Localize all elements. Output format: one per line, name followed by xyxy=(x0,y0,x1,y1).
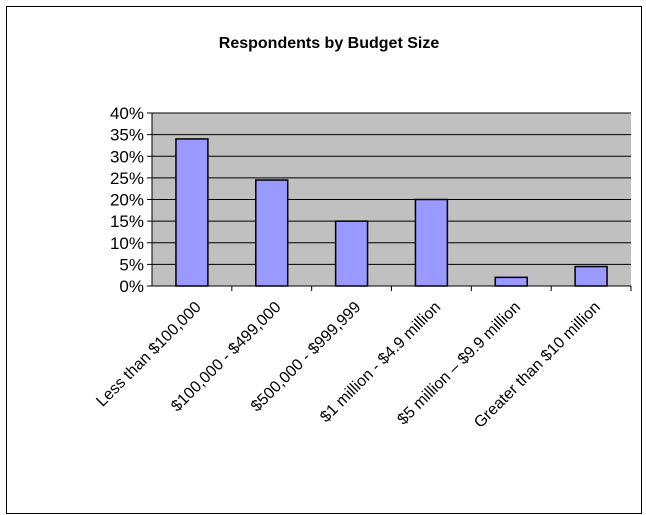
bar xyxy=(334,220,369,287)
y-tick-label: 5% xyxy=(119,255,144,274)
y-tick-label: 30% xyxy=(110,147,144,166)
y-tick-label: 25% xyxy=(110,169,144,188)
bars xyxy=(175,138,608,287)
x-axis-ticks: Less than $100,000$100,000 - $499,000$50… xyxy=(93,286,632,432)
y-tick-label: 15% xyxy=(110,212,144,231)
y-tick-label: 40% xyxy=(110,104,144,123)
bar xyxy=(255,179,289,287)
bar xyxy=(494,276,528,287)
gridlines xyxy=(152,112,631,265)
bar xyxy=(414,198,449,287)
chart-title: Respondents by Budget Size xyxy=(219,35,440,52)
bar-chart: Respondents by Budget Size 0% 5% 10% 15% 20%… xyxy=(93,35,632,432)
y-tick-label: 35% xyxy=(110,126,144,145)
chart-area: Respondents by Budget Size 0% 5% 10% 15% 20%… xyxy=(6,6,642,514)
bar xyxy=(574,265,608,287)
y-tick-label: 20% xyxy=(110,191,144,210)
y-tick-label: 10% xyxy=(110,234,144,253)
y-tick-label: 0% xyxy=(119,277,144,296)
y-axis-ticks: 0% 5% 10% 15% 20% 25% 30% 35% 40% xyxy=(110,104,152,296)
bar xyxy=(175,138,209,287)
